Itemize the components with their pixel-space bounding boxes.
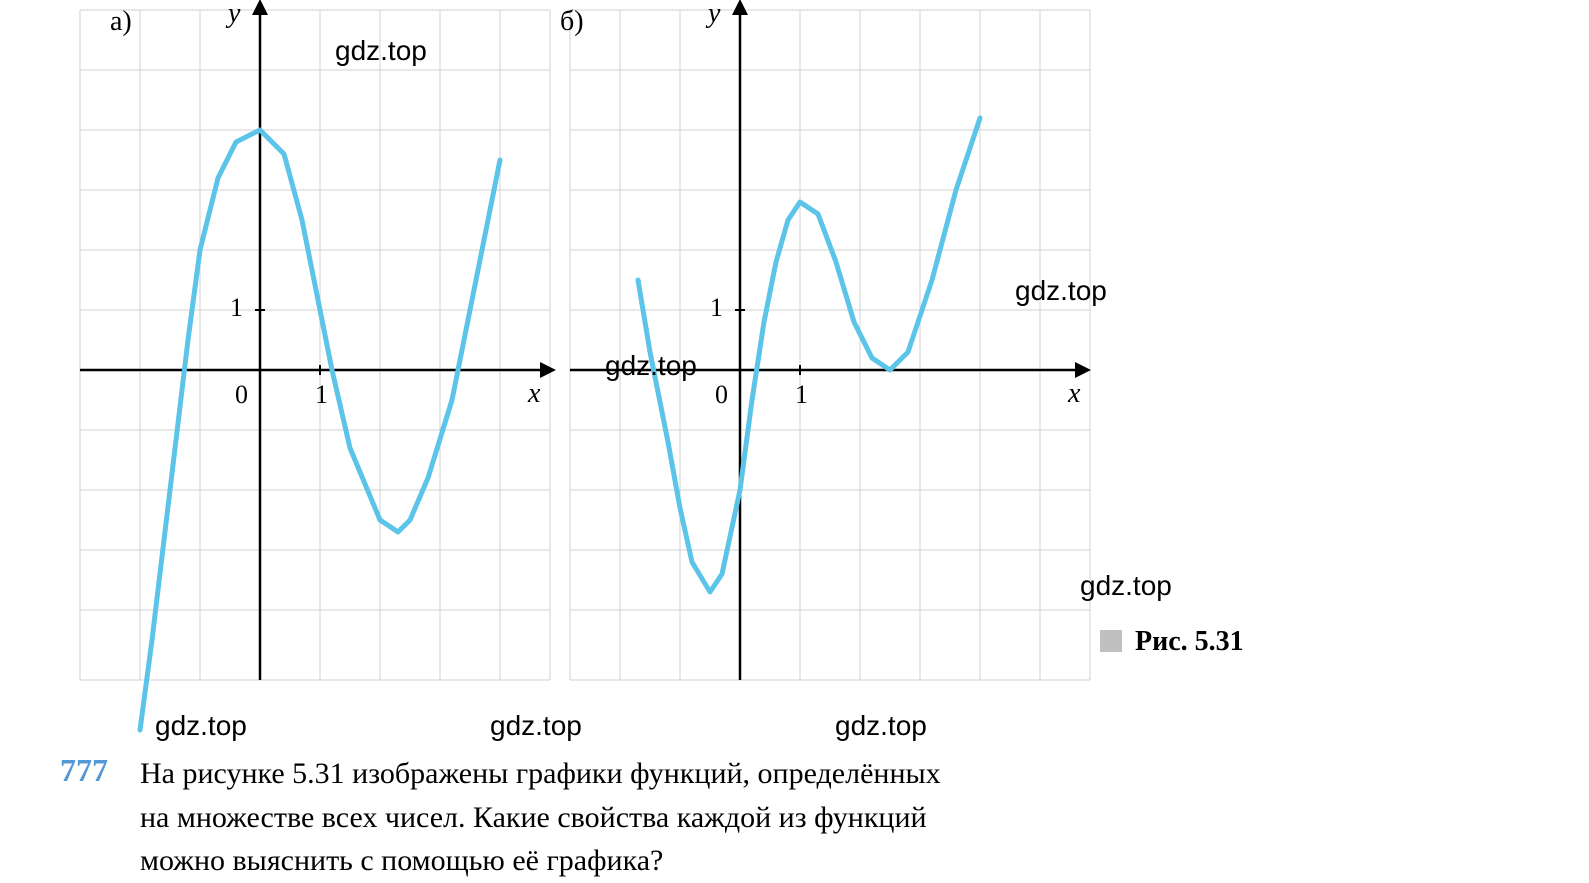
problem-number: 777: [60, 752, 108, 789]
watermark: gdz.top: [1080, 570, 1172, 602]
problem-text: На рисунке 5.31 изображены графики функц…: [140, 752, 1589, 883]
watermark: gdz.top: [490, 710, 582, 742]
problem-line-2: на множестве всех чисел. Какие свойства …: [140, 801, 927, 834]
chart-a-curve: [140, 130, 500, 730]
chart-b-y-label: y: [708, 0, 720, 30]
watermark: gdz.top: [335, 35, 427, 67]
chart-a-y-arrow: [252, 0, 268, 15]
chart-a-origin: 0: [235, 380, 248, 410]
figure-marker-icon: [1100, 630, 1122, 652]
chart-b-grid: [570, 10, 1090, 680]
chart-b-svg: [570, 0, 1090, 680]
problem-line-1: На рисунке 5.31 изображены графики функц…: [140, 757, 941, 790]
chart-a: a) y x 0 1 1: [80, 0, 550, 680]
chart-a-tick-x: 1: [315, 380, 328, 410]
chart-b-origin: 0: [715, 380, 728, 410]
chart-b: б) y x 0 1 1: [570, 0, 1090, 680]
chart-a-svg: [80, 0, 550, 680]
chart-a-tick-y: 1: [230, 293, 243, 323]
chart-b-tick-x: 1: [795, 380, 808, 410]
chart-a-x-arrow: [540, 362, 556, 378]
chart-b-part-label: б): [560, 6, 584, 38]
chart-b-y-arrow: [732, 0, 748, 15]
chart-a-x-label: x: [528, 378, 540, 410]
chart-b-x-arrow: [1075, 362, 1091, 378]
watermark: gdz.top: [155, 710, 247, 742]
watermark: gdz.top: [835, 710, 927, 742]
watermark: gdz.top: [605, 350, 697, 382]
watermark: gdz.top: [1015, 275, 1107, 307]
chart-a-part-label: a): [110, 6, 132, 38]
chart-a-grid: [80, 10, 550, 680]
chart-b-x-label: x: [1068, 378, 1080, 410]
problem-line-3: можно выяснить с помощью её графика?: [140, 844, 663, 877]
chart-b-tick-y: 1: [710, 293, 723, 323]
figure-label: Рис. 5.31: [1135, 626, 1244, 658]
chart-a-y-label: y: [228, 0, 240, 30]
